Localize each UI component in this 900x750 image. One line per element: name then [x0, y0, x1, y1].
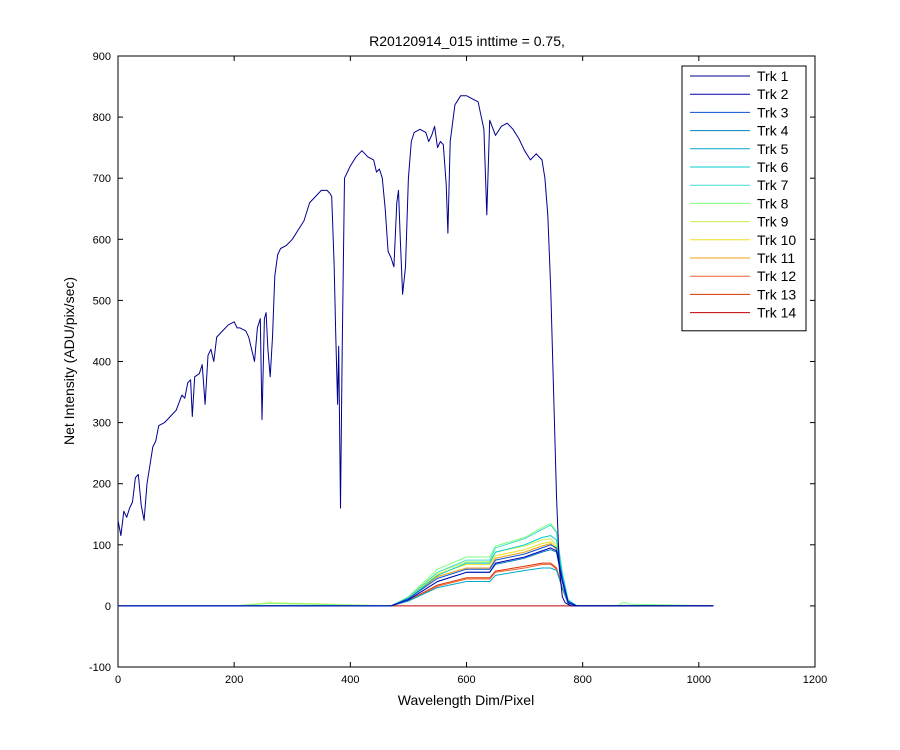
legend-label: Trk 3 [757, 104, 789, 120]
legend-label: Trk 11 [757, 250, 795, 266]
legend-label: Trk 6 [757, 159, 789, 175]
legend-label: Trk 14 [757, 305, 796, 321]
y-tick-label: 400 [93, 357, 111, 369]
legend-label: Trk 10 [757, 232, 796, 248]
y-tick-label: 200 [93, 479, 111, 491]
legend-label: Trk 8 [757, 195, 789, 211]
x-tick-label: 400 [341, 674, 359, 686]
y-tick-label: 500 [93, 295, 111, 307]
legend-label: Trk 13 [757, 286, 796, 302]
legend-label: Trk 12 [757, 268, 796, 284]
y-tick-label: 300 [93, 418, 111, 430]
legend-label: Trk 2 [757, 86, 789, 102]
legend-box [681, 65, 807, 332]
axis-ticks: 0 200 400 600 800 1000 1200 -100 0 100 200 300 400 50… [89, 51, 827, 686]
legend-label: Trk 4 [757, 123, 789, 139]
x-tick-label: 0 [115, 674, 121, 686]
x-tick-label: 600 [457, 674, 475, 686]
series-line [118, 567, 714, 607]
legend: Trk 1 Trk 2 Trk 3 Trk 4 Trk 5 Trk 6 Trk 7 Trk 8… [681, 65, 807, 332]
y-axis-label: Net Intensity (ADU/pix/sec) [61, 277, 77, 445]
legend-label: Trk 5 [757, 141, 789, 157]
legend-label: Trk 1 [757, 68, 789, 84]
x-tick-label: 200 [225, 674, 243, 686]
series-line [118, 544, 714, 607]
x-tick-label: 800 [573, 674, 591, 686]
series-lines [117, 95, 714, 607]
chart-title: R20120914_015 inttime = 0.75, [369, 33, 565, 49]
y-tick-label: 700 [93, 173, 111, 185]
legend-label: Trk 9 [757, 214, 789, 230]
legend-label: Trk 7 [757, 177, 789, 193]
series-line [117, 95, 714, 607]
series-line [118, 547, 714, 607]
x-tick-label: 1200 [803, 674, 827, 686]
y-tick-label: 600 [93, 234, 111, 246]
y-tick-label: 800 [93, 112, 111, 124]
x-axis-label: Wavelength Dim/Pixel [398, 692, 534, 708]
y-tick-label: 100 [93, 540, 111, 552]
y-tick-label: 900 [93, 51, 111, 63]
x-tick-label: 1000 [687, 674, 711, 686]
y-tick-label: -100 [89, 662, 111, 674]
y-tick-label: 0 [105, 601, 111, 613]
